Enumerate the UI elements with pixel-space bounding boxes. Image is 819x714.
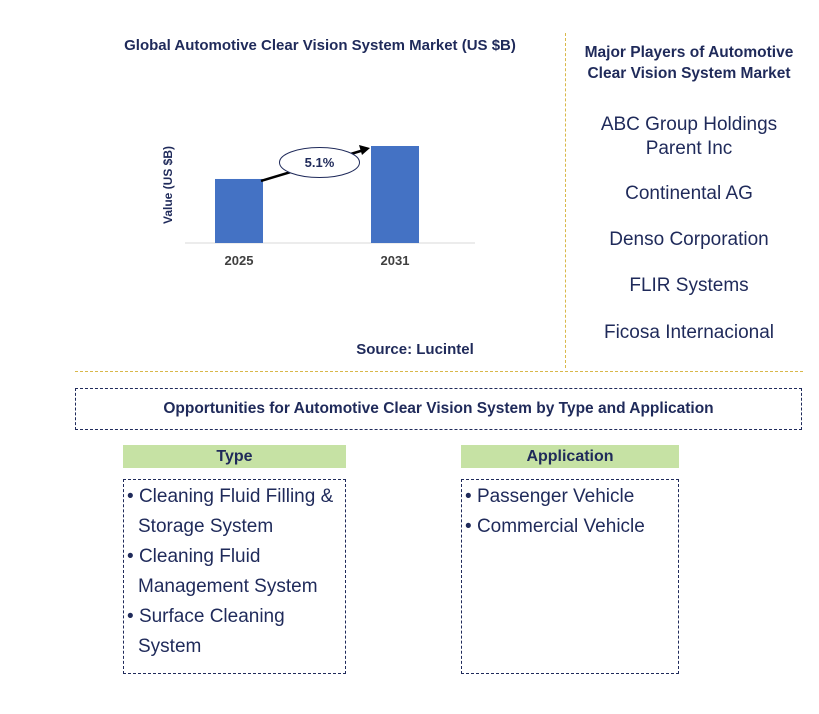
application-item: • Commercial Vehicle [465,516,645,537]
application-header: Application [461,445,679,468]
cagr-arrow-head [359,145,370,155]
chart-title: Global Automotive Clear Vision System Ma… [124,37,516,54]
player-item: Ficosa Internacional [603,322,775,343]
type-item: • Cleaning Fluid Filling & Storage Syste… [127,486,334,537]
opportunities-title: Opportunities for Automotive Clear Visio… [75,388,802,430]
type-item: • Cleaning Fluid Management System [127,546,318,597]
bar-2025 [215,178,263,243]
type-header: Type [123,445,346,468]
application-item: • Passenger Vehicle [465,486,635,507]
player-item: FLIR Systems [629,275,749,296]
player-item: Denso Corporation [609,229,769,250]
cagr-ellipse [279,146,360,178]
opportunities-title-text: Opportunities for Automotive Clear Visio… [163,400,714,417]
vertical-divider [565,33,566,368]
y-axis-label: Value (US $B) [161,146,175,224]
x-tick-label: 2025 [225,253,254,268]
type-list: • Cleaning Fluid Filling & Storage Syste… [123,479,346,674]
source-label: Source: Lucintel [356,341,474,358]
application-list: • Passenger Vehicle • Commercial Vehicle [461,479,679,674]
bar-2031 [371,146,419,243]
cagr-label: 5.1% [305,155,335,170]
players-title: Major Players of Automotive Clear Vision… [584,44,794,82]
x-tick-label: 2031 [381,253,410,268]
horizontal-divider [75,371,803,372]
type-item: • Surface Cleaning System [127,606,285,657]
player-item: ABC Group Holdings Parent Inc [600,114,778,159]
bar-chart: Value (US $B) 2025 2031 5.1% [161,145,475,268]
player-item: Continental AG [625,183,753,204]
